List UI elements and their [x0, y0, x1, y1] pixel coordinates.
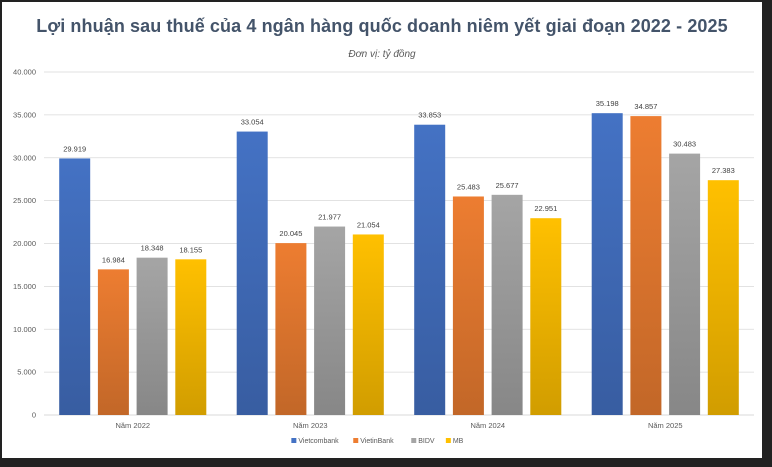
- legend-swatch: [291, 438, 297, 443]
- y-tick-label: 30.000: [13, 153, 36, 162]
- legend-swatch: [411, 438, 417, 443]
- data-label: 29.919: [63, 144, 86, 153]
- bar-vietinbank-2: [275, 243, 307, 415]
- chart-card: Lợi nhuận sau thuế của 4 ngân hàng quốc …: [2, 2, 762, 458]
- bar-vietcombank-4: [591, 113, 623, 415]
- y-tick-label: 15.000: [13, 282, 36, 291]
- bar-vietcombank-2: [236, 131, 268, 415]
- data-label: 18.155: [179, 245, 202, 254]
- data-label: 21.977: [318, 213, 341, 222]
- data-label: 33.054: [241, 118, 264, 127]
- x-axis: Năm 2022 Năm 2023 Năm 2024 Năm 2025: [115, 421, 682, 430]
- chart-title: Lợi nhuận sau thuế của 4 ngân hàng quốc …: [36, 16, 728, 36]
- bar-vietinbank-1: [97, 269, 129, 415]
- data-label: 21.054: [357, 220, 380, 229]
- bar-bidv-1: [136, 257, 168, 415]
- bar-vietinbank-3: [452, 196, 484, 415]
- y-axis: 0 5.000 10.000 15.000 20.000 25.000 30.000 35.0…: [13, 68, 36, 420]
- x-tick-label: Năm 2023: [293, 421, 328, 430]
- legend-label: Vietcombank: [298, 438, 339, 445]
- bar-chart: 0 5.000 10.000 15.000 20.000 25.000 30.000 35.0…: [13, 68, 754, 445]
- bar-vietcombank-3: [414, 124, 446, 416]
- legend-label: MB: [453, 438, 464, 445]
- bar-bidv-4: [669, 153, 701, 415]
- bar-bidv-3: [491, 194, 523, 415]
- data-label: 25.677: [496, 181, 519, 190]
- chart-subtitle: Đơn vị: tỷ đồng: [348, 49, 416, 60]
- data-label: 33.853: [418, 111, 441, 120]
- legend-label: VietinBank: [360, 438, 394, 445]
- legend-swatch: [353, 438, 359, 443]
- data-label: 16.984: [102, 255, 125, 264]
- x-tick-label: Năm 2024: [470, 421, 505, 430]
- bar-bidv-2: [314, 226, 346, 415]
- x-tick-label: Năm 2022: [115, 421, 150, 430]
- data-label: 35.198: [596, 99, 619, 108]
- legend-swatch: [445, 438, 451, 443]
- bar-mb-4: [707, 180, 739, 415]
- bar-mb-1: [175, 259, 207, 415]
- data-label: 18.348: [141, 244, 164, 253]
- y-tick-label: 25.000: [13, 196, 36, 205]
- data-label: 30.483: [673, 140, 696, 149]
- bar-mb-3: [530, 218, 562, 415]
- bars: [59, 113, 739, 416]
- legend: Vietcombank VietinBank BIDV MB: [291, 438, 464, 445]
- y-tick-label: 35.000: [13, 110, 36, 119]
- bar-vietcombank-1: [59, 158, 91, 415]
- data-label: 20.045: [279, 229, 302, 238]
- data-label: 34.857: [634, 102, 657, 111]
- data-labels: 29.919 16.984 18.348 18.155 33.054 20.045 21.9…: [63, 99, 735, 264]
- y-tick-label: 0: [32, 411, 36, 420]
- y-tick-label: 10.000: [13, 325, 36, 334]
- legend-label: BIDV: [418, 438, 435, 445]
- y-tick-label: 5.000: [17, 368, 36, 377]
- data-label: 25.483: [457, 182, 480, 191]
- bar-mb-2: [352, 234, 384, 415]
- data-label: 22.951: [534, 204, 557, 213]
- x-tick-label: Năm 2025: [648, 421, 683, 430]
- y-tick-label: 20.000: [13, 239, 36, 248]
- bar-vietinbank-4: [630, 116, 662, 415]
- data-label: 27.383: [712, 166, 735, 175]
- y-tick-label: 40.000: [13, 68, 36, 77]
